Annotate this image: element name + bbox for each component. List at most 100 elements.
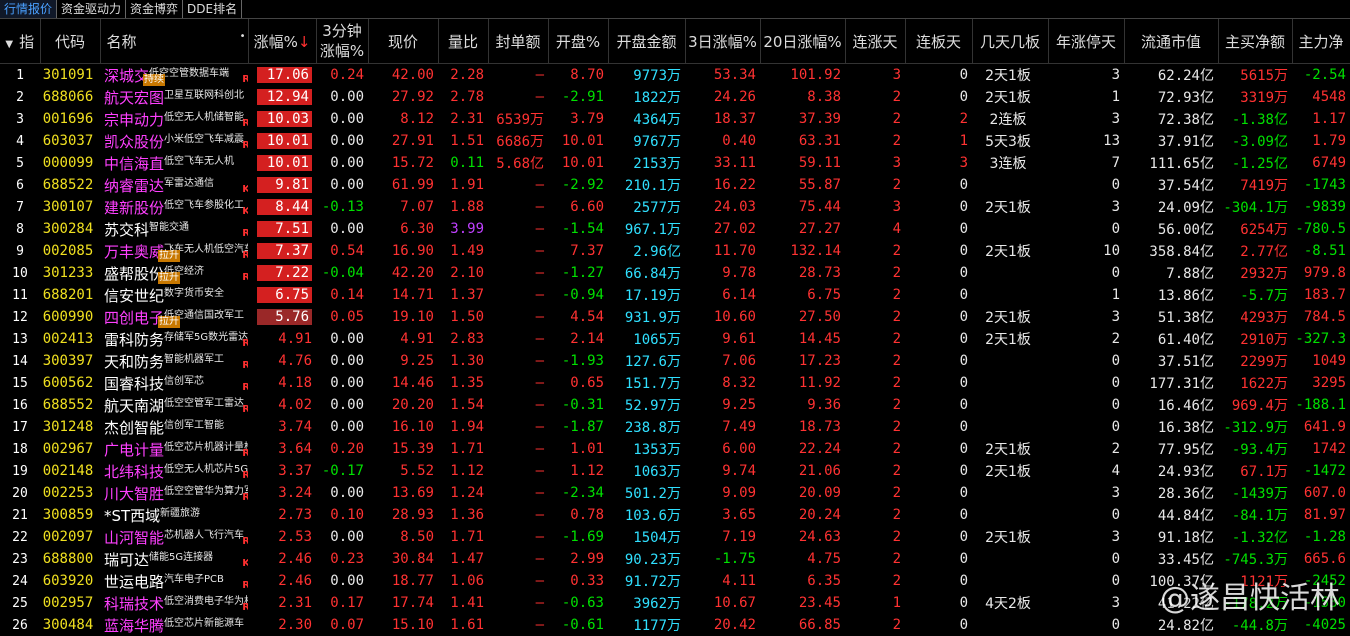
- column-header[interactable]: 开盘%: [548, 19, 609, 64]
- cell-text: -1.32亿: [1231, 530, 1288, 546]
- data-cell: 2: [845, 614, 905, 636]
- data-cell: 53.34: [685, 64, 760, 87]
- change-pct-box: 17.06: [257, 67, 312, 83]
- stock-row[interactable]: 5 000099 中信海直 低空飞车无人机 10.01 0.00 15.72 0.11 5.68…: [0, 152, 1350, 174]
- column-header[interactable]: 连涨天: [845, 19, 906, 64]
- column-header[interactable]: 20日涨幅%: [760, 19, 846, 64]
- data-cell: –: [488, 218, 548, 240]
- name-cell: 科瑞技术低空消费电子华为机器R: [100, 592, 248, 614]
- column-header[interactable]: 流通市值: [1124, 19, 1219, 64]
- stock-row[interactable]: 23 688800 瑞可达 储能5G连接器 K 2.46 0.23 30.84 1.47 – 2.9…: [0, 548, 1350, 570]
- tab[interactable]: DDE排名: [183, 0, 243, 18]
- data-cell: -0.94: [548, 284, 608, 306]
- column-header[interactable]: 3日涨幅%: [685, 19, 761, 64]
- stock-row[interactable]: 7 300107 建新股份 低空飞车参股化工 K 8.44 -0.13 7.07 1.88 – 6.…: [0, 196, 1350, 218]
- cell-text: 2153万: [633, 156, 681, 172]
- cell-text: 1065万: [633, 332, 681, 348]
- column-header[interactable]: 3分钟 涨幅%: [316, 19, 369, 64]
- stock-row[interactable]: 22 002097 山河智能 芯机器人飞行汽车 R 2.53 0.00 8.50 1.71 – -1…: [0, 526, 1350, 548]
- stock-row[interactable]: 25 002957 科瑞技术低空消费电子华为机器R 2.31 0.17 17.74 1.41…: [0, 592, 1350, 614]
- stock-row[interactable]: 4 603037 凯众股份 小米低空飞车减震 R 10.01 0.00 27.91 1.51 66…: [0, 130, 1350, 152]
- stock-name: 四创电子: [104, 308, 165, 327]
- column-header[interactable]: 量比: [438, 19, 489, 64]
- stock-row[interactable]: 17 301248 杰创智能 信创军工智能 3.74 0.00 16.10 1.94 – -1.8…: [0, 416, 1350, 438]
- column-header[interactable]: 涨幅%↓: [248, 19, 317, 64]
- stock-row[interactable]: 2 688066 航天宏图 卫星互联网科创北 12.94 0.00 27.92 2.78 – -2…: [0, 86, 1350, 108]
- cell-text: 0: [1111, 419, 1120, 435]
- concept-tag: 智能交通: [149, 222, 189, 233]
- stock-row[interactable]: 26 300484 蓝海华腾 低空芯片新能源车 2.30 0.07 15.10 1.61 – -0…: [0, 614, 1350, 636]
- concept-tag: 低空芯片新能源车: [164, 618, 244, 629]
- stock-row[interactable]: 9 002085 万丰奥威 飞车无人机低空汽车 拉升 R 7.37 0.54 16.90 1.49…: [0, 240, 1350, 262]
- column-header-line: 3分钟: [322, 22, 362, 40]
- cell-text: 2: [892, 573, 901, 589]
- row-number: 5: [16, 155, 24, 171]
- stock-row[interactable]: 21 300859 *ST西域 新疆旅游 2.73 0.10 28.93 1.36 – 0.78 1…: [0, 504, 1350, 526]
- stock-name: 建新股份: [104, 198, 165, 217]
- column-header[interactable]: 代码: [40, 19, 101, 64]
- data-cell: 1.12: [548, 460, 608, 482]
- data-cell: 27.50: [760, 306, 845, 328]
- data-cell: 7.37: [548, 240, 608, 262]
- column-header[interactable]: 年涨停天: [1048, 19, 1125, 64]
- data-cell: 37.54亿: [1124, 174, 1218, 196]
- data-cell: 17.74: [368, 592, 438, 614]
- cell-text: 5615万: [1240, 68, 1288, 84]
- tab[interactable]: 资金博弈: [126, 0, 184, 18]
- data-cell: –: [488, 438, 548, 460]
- cell-text: 0.14: [330, 287, 364, 303]
- data-cell: 784.5: [1292, 306, 1350, 328]
- cell-text: -84.1万: [1231, 508, 1288, 524]
- data-cell: 1.79: [1292, 130, 1350, 152]
- data-cell: 3962万: [608, 592, 685, 614]
- row-number: 3: [16, 111, 24, 127]
- column-header[interactable]: 几天几板: [972, 19, 1049, 64]
- stock-row[interactable]: 12 600990 四创电子 低空通信国改军工 拉升 5.76 0.05 19.10 1.50 –…: [0, 306, 1350, 328]
- stock-row[interactable]: 6 688522 纳睿雷达 军雷达通信 K 9.81 0.00 61.99 1.91 – -2.92…: [0, 174, 1350, 196]
- data-cell: 41.22亿: [1124, 592, 1218, 614]
- column-header[interactable]: 开盘金额: [608, 19, 686, 64]
- column-header[interactable]: 主买净额: [1218, 19, 1293, 64]
- data-cell: 9.09: [685, 482, 760, 504]
- column-header[interactable]: 连板天: [905, 19, 973, 64]
- cell-text: 183.7: [1303, 287, 1346, 303]
- stock-row[interactable]: 10 301233 盛帮股份 低空经济 拉升 R 7.22 -0.04 42.20 2.10 – -1…: [0, 262, 1350, 284]
- data-cell: –: [488, 284, 548, 306]
- stock-row[interactable]: 3 001696 宗申动力 低空无人机储智能 R 10.03 0.00 8.12 2.31 653…: [0, 108, 1350, 130]
- stock-row[interactable]: 13 002413 雷科防务 存储军5G数光雷达 R 4.91 0.00 4.91 2.83 – 2…: [0, 328, 1350, 350]
- stock-row[interactable]: 16 688552 航天南湖 低空空管军工雷达 R 4.02 0.00 20.20 1.54 – -…: [0, 394, 1350, 416]
- stock-row[interactable]: 15 600562 国睿科技 信创军芯 R 4.18 0.00 14.46 1.35 – 0.65 1…: [0, 372, 1350, 394]
- column-header[interactable]: ▼ 指: [0, 19, 41, 64]
- cell-text: 3.37: [278, 463, 312, 479]
- stock-row[interactable]: 24 603920 世运电路 汽车电子PCB R 2.46 0.00 18.77 1.06 – 0.…: [0, 570, 1350, 592]
- stock-row[interactable]: 8 300284 苏交科 智能交通 R 7.51 0.00 6.30 3.99 – -1.54 967…: [0, 218, 1350, 240]
- stock-row[interactable]: 19 002148 北纬科技 低空无人机芯片5G R 3.37 -0.17 5.52 1.12 –…: [0, 460, 1350, 482]
- data-cell: 91.18亿: [1124, 526, 1218, 548]
- signal-badge: 拉升: [158, 316, 180, 328]
- data-cell: 0: [905, 86, 972, 108]
- cell-text: 44.84亿: [1157, 508, 1214, 524]
- column-header[interactable]: 主力净: [1292, 19, 1350, 64]
- column-header[interactable]: 现价: [368, 19, 439, 64]
- column-header[interactable]: 封单额: [488, 19, 549, 64]
- cell-text: 2天1板: [985, 332, 1031, 348]
- data-cell: -2.54: [1292, 64, 1350, 87]
- concept-tag: 数字货币安全: [164, 288, 224, 299]
- data-cell: 10.60: [685, 306, 760, 328]
- stock-row[interactable]: 14 300397 天和防务 智能机器军工 R 4.76 0.00 9.25 1.30 – -1.9…: [0, 350, 1350, 372]
- stock-row[interactable]: 18 002967 广电计量低空芯片机器计量检测R 3.64 0.20 15.39 1.71…: [0, 438, 1350, 460]
- stock-row[interactable]: 11 688201 信安世纪 数字货币安全 6.75 0.14 14.71 1.37 – -0.9…: [0, 284, 1350, 306]
- tab[interactable]: 资金驱动力: [57, 0, 127, 18]
- data-cell: 0: [1048, 416, 1124, 438]
- stock-name: 航天南湖: [104, 396, 165, 415]
- tab[interactable]: 行情报价: [0, 0, 58, 18]
- cell-text: 6.00: [722, 441, 756, 457]
- data-cell: 5天3板: [972, 130, 1048, 152]
- column-header[interactable]: 名称 •: [100, 19, 249, 64]
- sort-menu-icon[interactable]: ▼: [5, 38, 14, 50]
- cell-text: 11.92: [798, 375, 841, 391]
- data-cell: 2: [845, 526, 905, 548]
- change-pct-box: 9.81: [257, 177, 312, 193]
- stock-row[interactable]: 20002253川大智胜低空空管华为算力军工R3.240.0013.691.24…: [0, 482, 1350, 504]
